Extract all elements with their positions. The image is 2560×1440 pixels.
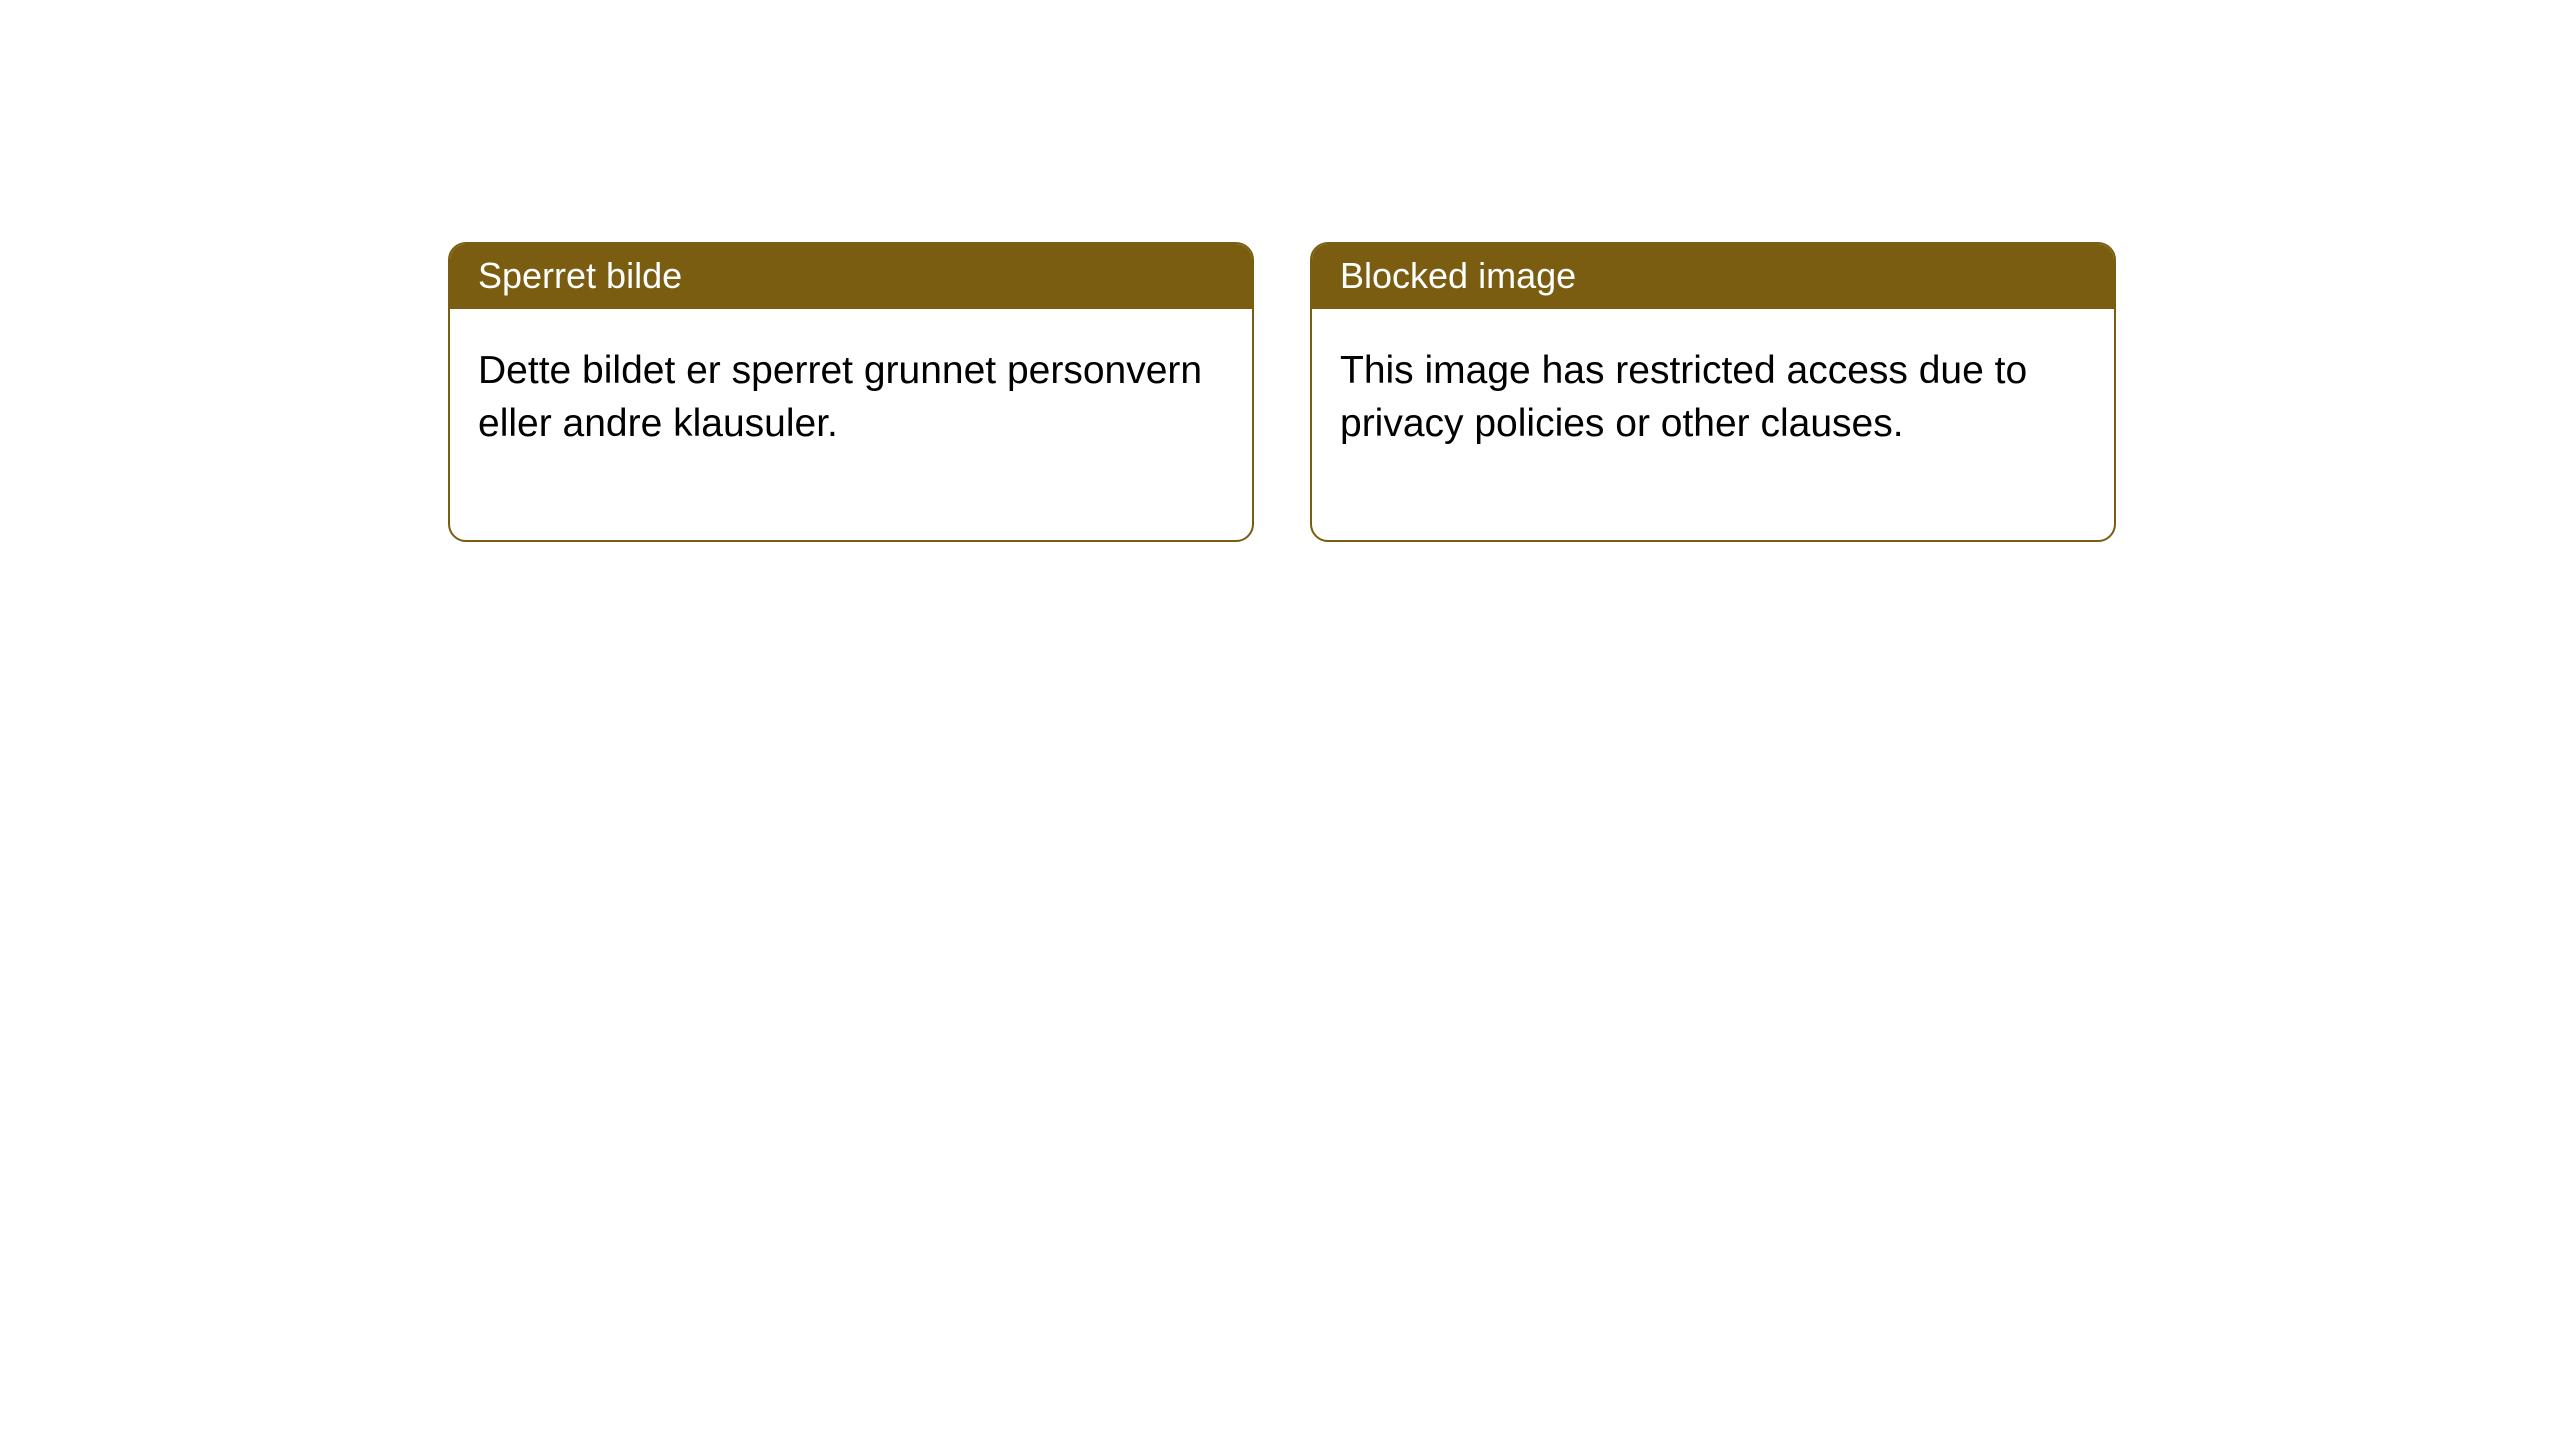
- notice-card-en: Blocked image This image has restricted …: [1310, 242, 2116, 542]
- notice-title-no: Sperret bilde: [450, 244, 1252, 309]
- notice-title-en: Blocked image: [1312, 244, 2114, 309]
- notice-container: Sperret bilde Dette bildet er sperret gr…: [0, 0, 2560, 542]
- notice-body-en: This image has restricted access due to …: [1312, 309, 2114, 540]
- notice-card-no: Sperret bilde Dette bildet er sperret gr…: [448, 242, 1254, 542]
- notice-body-no: Dette bildet er sperret grunnet personve…: [450, 309, 1252, 540]
